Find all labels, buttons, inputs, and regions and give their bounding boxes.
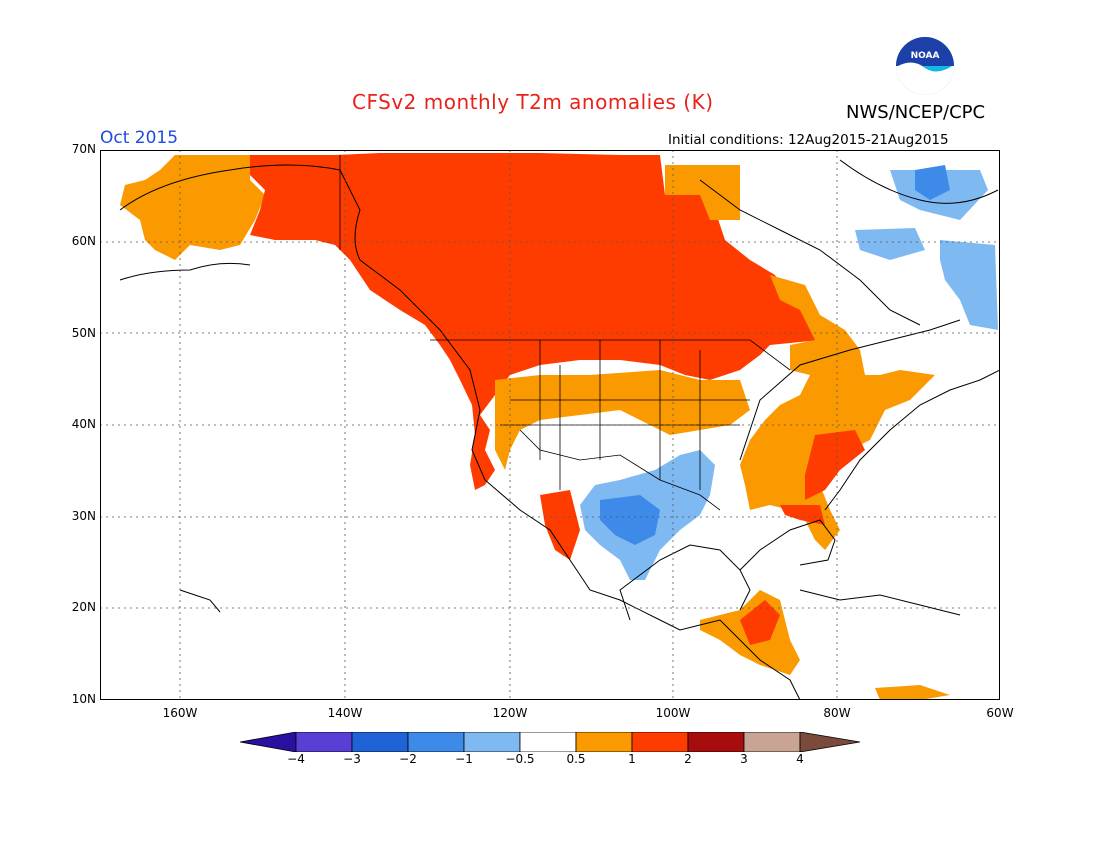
- region-quebec-orange: [665, 165, 740, 220]
- region-labrador-blue: [855, 228, 925, 260]
- initial-conditions: Initial conditions: 12Aug2015-21Aug2015: [668, 132, 949, 148]
- lat-label-20n: 20N: [71, 600, 96, 614]
- region-east-orange: [740, 275, 935, 550]
- valid-month: Oct 2015: [100, 128, 179, 148]
- colorbar-swatch-6: [575, 732, 633, 752]
- colorbar-tick: −2: [399, 752, 417, 766]
- lon-label-140w: 140W: [327, 706, 363, 720]
- colorbar-tick: −0.5: [505, 752, 535, 766]
- colorbar-tick: 0.5: [566, 752, 586, 766]
- lon-label-120w: 120W: [492, 706, 528, 720]
- colorbar-tick: 2: [684, 752, 692, 766]
- colorbar-swatch-9: [743, 732, 801, 752]
- anomaly-map: [100, 150, 1000, 700]
- organization-label: NWS/NCEP/CPC: [846, 102, 986, 123]
- region-greenland-blue-dark: [915, 165, 950, 200]
- region-southeast-red: [805, 430, 865, 500]
- graticule: [100, 150, 1000, 700]
- colorbar-tick: −3: [343, 752, 361, 766]
- lat-label-70n: 70N: [71, 142, 96, 156]
- lon-label-60w: 60W: [986, 706, 1014, 720]
- region-southwest-blue-dark: [600, 495, 660, 545]
- colorbar-swatch-4: [463, 732, 521, 752]
- lat-label-10n: 10N: [71, 692, 96, 706]
- colorbar-swatch-1: [295, 732, 353, 752]
- colorbar-swatch-0: [240, 732, 297, 752]
- region-caribbean: [875, 685, 950, 700]
- region-mexico-red: [540, 490, 580, 560]
- region-newfoundland-blue: [940, 240, 998, 330]
- region-central-america-red: [740, 600, 780, 645]
- lat-label-30n: 30N: [71, 509, 96, 523]
- colorbar-swatch-7: [631, 732, 689, 752]
- colorbar-swatch-8: [687, 732, 745, 752]
- lat-label-50n: 50N: [71, 326, 96, 340]
- colorbar-swatch-2: [351, 732, 409, 752]
- lat-label-40n: 40N: [71, 417, 96, 431]
- colorbar-tick: 3: [740, 752, 748, 766]
- region-canada-red: [250, 153, 820, 490]
- region-alaska-orange: [120, 155, 265, 260]
- colorbar-swatch-5: [519, 732, 577, 752]
- lon-label-80w: 80W: [823, 706, 851, 720]
- colorbar-swatch-10: [799, 732, 860, 752]
- region-us-orange: [495, 370, 750, 470]
- colorbar: [240, 732, 860, 752]
- colorbar-tick: 4: [796, 752, 804, 766]
- coastlines: [119, 159, 1000, 700]
- colorbar-tick: −1: [455, 752, 473, 766]
- colorbar-swatch-3: [407, 732, 465, 752]
- lon-label-100w: 100W: [655, 706, 691, 720]
- chart-title: CFSv2 monthly T2m anomalies (K): [352, 90, 714, 114]
- lat-label-60n: 60N: [71, 234, 96, 248]
- lon-label-160w: 160W: [162, 706, 198, 720]
- region-gulf-red: [780, 505, 825, 525]
- colorbar-tick: 1: [628, 752, 636, 766]
- logo-text: NOAA: [911, 51, 940, 61]
- noaa-logo: NOAA: [896, 37, 954, 95]
- colorbar-tick: −4: [287, 752, 305, 766]
